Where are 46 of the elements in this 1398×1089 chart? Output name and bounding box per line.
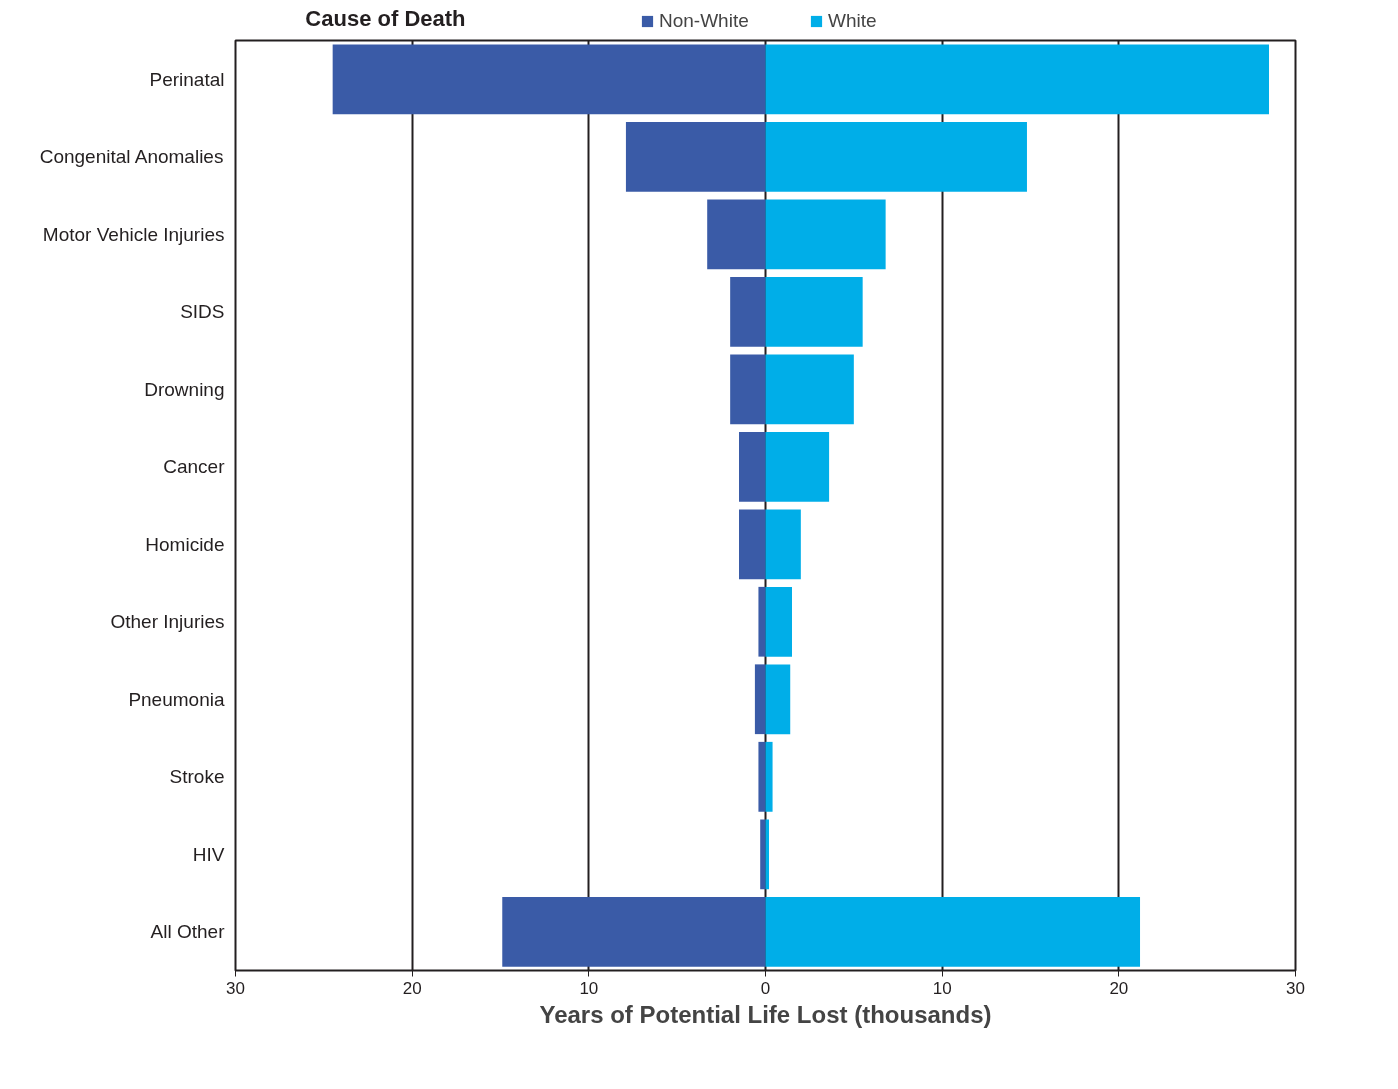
bar	[730, 354, 766, 425]
bar	[730, 276, 766, 347]
bar	[765, 664, 791, 735]
legend-label: White	[828, 10, 878, 32]
bar	[765, 276, 863, 347]
y-tick-label: All Other	[150, 921, 226, 943]
bar	[765, 509, 801, 580]
bar	[765, 121, 1027, 192]
x-axis-title: Years of Potential Life Lost (thousands)	[539, 1000, 992, 1028]
x-tick-label: 20	[1109, 978, 1129, 998]
y-tick-label: Motor Vehicle Injuries	[42, 223, 225, 245]
y-tick-label: Congenital Anomalies	[39, 146, 224, 168]
y-tick-label: SIDS	[180, 301, 225, 323]
bar	[625, 121, 766, 192]
bar	[502, 896, 766, 967]
bar	[760, 819, 766, 890]
y-tick-label: Cancer	[163, 456, 226, 478]
y-axis-title: Cause of Death	[305, 5, 466, 31]
y-tick-label: HIV	[192, 843, 225, 865]
y-tick-label: Stroke	[169, 766, 225, 788]
bar	[765, 741, 773, 812]
y-tick-label: Perinatal	[149, 68, 225, 90]
bar	[754, 664, 766, 735]
x-tick-label: 10	[579, 978, 599, 998]
y-tick-label: Drowning	[144, 378, 225, 400]
bar	[758, 586, 766, 657]
bar	[332, 44, 766, 115]
bar	[765, 896, 1141, 967]
bar	[739, 431, 766, 502]
bar	[758, 741, 766, 812]
x-tick-label: 30	[226, 978, 245, 998]
bar	[765, 199, 886, 270]
x-tick-label: 10	[932, 978, 952, 998]
x-tick-label: 0	[760, 978, 771, 998]
y-tick-label: Other Injuries	[110, 611, 225, 633]
bar	[765, 431, 830, 502]
bar	[707, 199, 766, 270]
bar	[765, 586, 792, 657]
bar	[739, 509, 766, 580]
y-tick-label: Pneumonia	[128, 688, 225, 710]
bar	[765, 44, 1269, 115]
x-tick-label: 30	[1286, 978, 1305, 998]
legend-label: Non-White	[659, 10, 750, 32]
x-tick-label: 20	[402, 978, 422, 998]
bar	[765, 354, 854, 425]
y-tick-label: Homicide	[145, 533, 225, 555]
